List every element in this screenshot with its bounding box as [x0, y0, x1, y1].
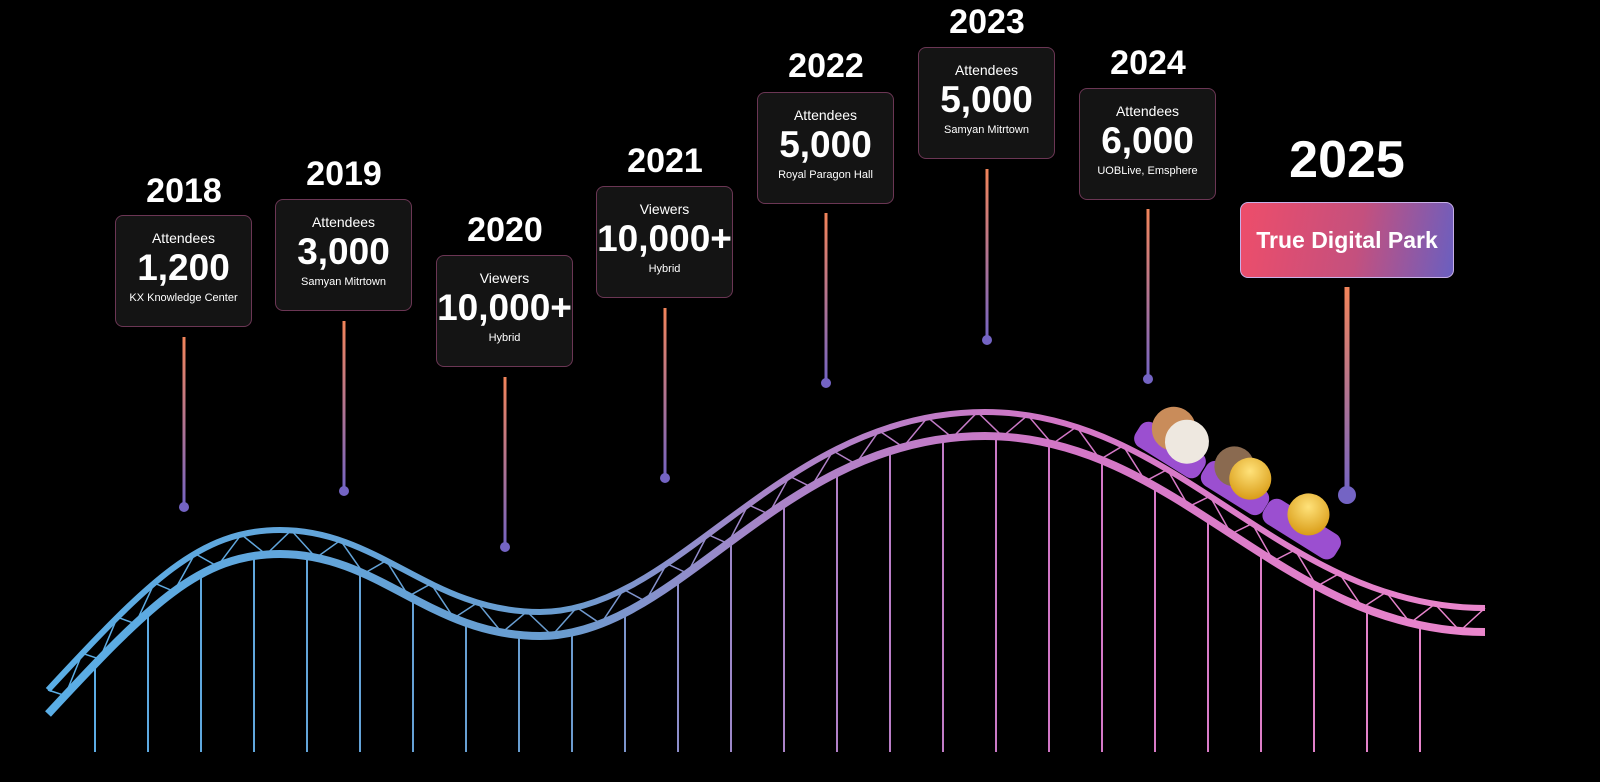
stem — [824, 213, 828, 383]
year: 2025 — [1289, 131, 1405, 189]
metric-label: Attendees — [311, 214, 376, 230]
metric-value: 10,000+ — [437, 287, 572, 328]
stem — [182, 337, 186, 507]
milestone-card: True Digital Park — [1240, 202, 1454, 278]
stem — [1344, 287, 1350, 495]
metric-label: Attendees — [1115, 103, 1180, 119]
metric-value: 5,000 — [779, 124, 872, 165]
venue: Hybrid — [648, 263, 681, 275]
year: 2019 — [306, 155, 382, 193]
venue: Samyan Mitrtown — [944, 124, 1029, 136]
stem-dot — [500, 542, 510, 552]
year: 2024 — [1110, 44, 1186, 82]
stem-dot — [1338, 486, 1356, 504]
coin — [1164, 419, 1209, 464]
coin — [1287, 493, 1330, 536]
milestone-card: Attendees 5,000 Royal Paragon Hall — [757, 92, 894, 204]
year: 2018 — [146, 172, 222, 210]
stems — [179, 169, 1356, 552]
venue: UOBLive, Emsphere — [1097, 165, 1198, 177]
stem-dot — [1143, 374, 1153, 384]
milestone-card: Attendees 1,200 KX Knowledge Center — [115, 215, 252, 327]
coaster-cars — [1134, 406, 1341, 560]
milestone-card: Attendees 5,000 Samyan Mitrtown — [918, 47, 1055, 159]
coin — [1229, 457, 1272, 500]
metric-label: Viewers — [479, 270, 530, 286]
milestone-card: Attendees 3,000 Samyan Mitrtown — [275, 199, 412, 311]
year: 2020 — [467, 211, 543, 249]
metric-label: Attendees — [151, 230, 216, 246]
stem-dot — [660, 473, 670, 483]
metric-value: 1,200 — [137, 247, 230, 288]
track-structure — [47, 411, 1486, 752]
venue: Samyan Mitrtown — [301, 276, 386, 288]
rail — [45, 408, 1486, 693]
venue: Royal Paragon Hall — [778, 169, 873, 181]
year: 2022 — [788, 47, 864, 85]
stem-dot — [821, 378, 831, 388]
metric-value: 10,000+ — [597, 218, 732, 259]
year: 2021 — [627, 142, 703, 180]
metric-label: Viewers — [639, 201, 690, 217]
milestone-card: Viewers 10,000+ Hybrid — [596, 186, 733, 298]
stem — [503, 377, 507, 547]
metric-label: Attendees — [793, 107, 858, 123]
stem — [663, 308, 667, 478]
stem — [985, 169, 989, 340]
year: 2023 — [949, 3, 1025, 41]
rail — [45, 431, 1486, 717]
metric-value: 6,000 — [1101, 120, 1194, 161]
metric-value: 5,000 — [940, 79, 1033, 120]
venue: KX Knowledge Center — [129, 292, 238, 304]
milestone-card: Attendees 6,000 UOBLive, Emsphere — [1079, 88, 1216, 200]
stem — [342, 321, 346, 491]
stem-dot — [982, 335, 992, 345]
milestone-card: Viewers 10,000+ Hybrid — [436, 255, 573, 367]
venue: Hybrid — [488, 332, 521, 344]
metric-value: 3,000 — [297, 231, 390, 272]
stem-dot — [339, 486, 349, 496]
stem-dot — [179, 502, 189, 512]
stem — [1146, 209, 1150, 379]
metric-label: Attendees — [954, 62, 1019, 78]
